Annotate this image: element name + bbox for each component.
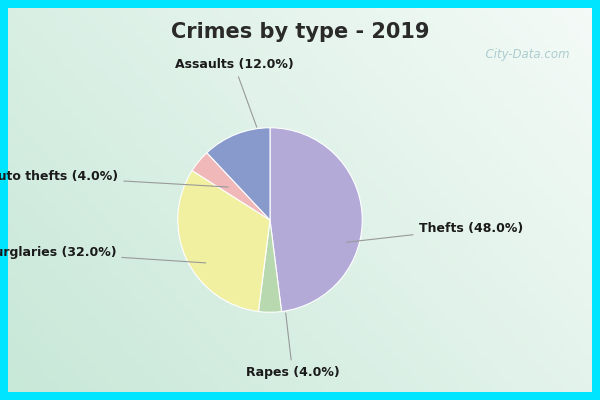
Text: Auto thefts (4.0%): Auto thefts (4.0%) — [0, 170, 228, 187]
Text: Assaults (12.0%): Assaults (12.0%) — [175, 58, 293, 127]
Wedge shape — [207, 128, 270, 220]
Text: Burglaries (32.0%): Burglaries (32.0%) — [0, 246, 206, 263]
Text: Crimes by type - 2019: Crimes by type - 2019 — [171, 22, 429, 42]
Wedge shape — [178, 170, 270, 312]
Text: Thefts (48.0%): Thefts (48.0%) — [347, 222, 523, 242]
Text: Rapes (4.0%): Rapes (4.0%) — [245, 313, 340, 378]
Text: City-Data.com: City-Data.com — [478, 48, 570, 61]
Wedge shape — [192, 153, 270, 220]
Wedge shape — [259, 220, 281, 312]
Wedge shape — [270, 128, 362, 312]
